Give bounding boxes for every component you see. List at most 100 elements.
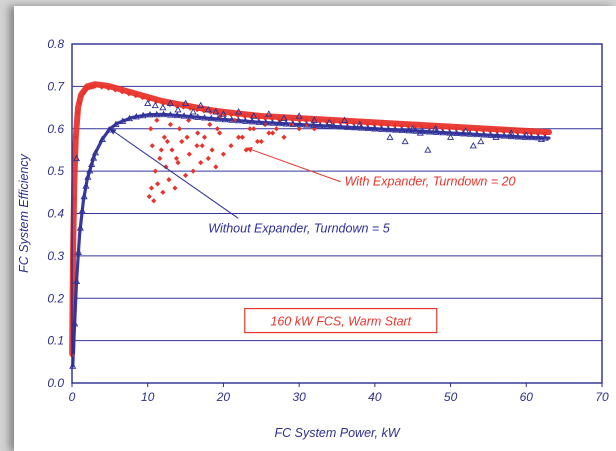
scatter-point [182, 99, 190, 107]
scatter-point [164, 138, 170, 145]
data-points [69, 83, 549, 369]
scatter-point [199, 143, 205, 149]
curve-point [228, 116, 236, 123]
curve-point [173, 111, 181, 119]
scatter-point [386, 133, 394, 140]
scatter-point [204, 105, 212, 113]
scatter-point [201, 134, 208, 140]
y-tick-label: 0.5 [47, 164, 64, 178]
scatter-point [72, 154, 81, 162]
curve-point [398, 123, 405, 129]
curve-point [126, 91, 132, 97]
curve-point [337, 123, 345, 130]
curve-point [133, 93, 139, 99]
curve-point [187, 105, 193, 111]
curve-point [84, 173, 92, 180]
scatter-point [447, 133, 455, 140]
curve-point [405, 123, 411, 129]
curve-point [323, 119, 330, 125]
gridlines [72, 85, 602, 342]
scatter-point [169, 147, 175, 153]
scatter-point [235, 134, 242, 140]
scatter-point [149, 143, 155, 149]
scatter-point [371, 125, 379, 132]
scatter-point [182, 172, 189, 178]
curve-point [80, 192, 88, 200]
scatter-point [189, 108, 197, 115]
curve-point [351, 120, 357, 126]
curve-point [419, 124, 425, 130]
curve-point [528, 130, 534, 136]
scatter-point [172, 185, 178, 191]
curve-point [337, 119, 343, 126]
scatter-point [522, 131, 530, 138]
curve-point [78, 207, 86, 214]
curve-point [99, 84, 105, 90]
curve-point [385, 122, 391, 128]
scatter-point [212, 108, 220, 115]
curve-point [330, 122, 338, 130]
scatter-point [219, 110, 227, 117]
scatter-point [175, 160, 181, 166]
x-tick-label: 30 [292, 390, 306, 404]
scatter-point [273, 126, 280, 132]
y-tick-label: 0.6 [47, 122, 64, 136]
scatter-point [235, 108, 243, 115]
scatter-point [250, 112, 258, 119]
curve-point [309, 121, 318, 129]
curve-point [76, 224, 84, 231]
curve-point [528, 133, 536, 141]
scatter-point [160, 189, 166, 195]
curve-point [73, 134, 79, 140]
curve-point [241, 117, 249, 124]
curve-point [200, 114, 209, 121]
curve-point [425, 128, 433, 135]
note-text: 160 kW FCS, Warm Start [270, 315, 411, 329]
curve-point [432, 128, 440, 135]
chart-figure: 0.0 0.1 0.2 0.3 0.4 0.5 0.6 0.7 0.8 0 10 20 30 40 50 60… [14, 6, 616, 451]
scatter-point [194, 143, 200, 149]
curve-point [466, 130, 474, 137]
curve-point [194, 106, 200, 113]
curve-point [500, 132, 508, 139]
y-axis-title: FC System Efficiency [17, 153, 31, 273]
scatter-point [537, 135, 545, 143]
scatter-point [228, 143, 234, 149]
curve-point [317, 118, 323, 124]
scatter-point [254, 138, 261, 145]
scatter-point [213, 164, 219, 170]
scatter-point [148, 185, 155, 191]
curve-point [289, 120, 297, 127]
curve-point [125, 114, 134, 122]
y-tick-label: 0.0 [47, 376, 64, 390]
scatter-point [157, 155, 163, 162]
curve-point [350, 123, 358, 131]
x-tick-label: 70 [595, 390, 609, 404]
curve-point [146, 96, 152, 103]
curve-point [228, 112, 234, 118]
curve-point [480, 131, 488, 138]
curve-point [82, 182, 90, 189]
curve-point [289, 117, 296, 123]
curve-point [446, 125, 452, 132]
curve-point [439, 125, 445, 131]
y-tick-label: 0.7 [47, 79, 65, 93]
curve-point [426, 124, 432, 131]
scatter-point [220, 151, 227, 157]
scatter-point [166, 99, 174, 107]
curve-point [344, 123, 352, 130]
curve-point [160, 110, 168, 118]
curve-point [187, 112, 195, 120]
curve-point [296, 120, 304, 128]
curve-point [303, 121, 311, 128]
scatter-point [296, 126, 302, 132]
scatter-point [409, 125, 417, 132]
plot-area-border [71, 43, 603, 384]
scatter-point [167, 121, 174, 128]
curve-point [494, 128, 500, 134]
curve-point [86, 166, 94, 174]
curve-point [235, 116, 243, 124]
scatter-point [492, 133, 500, 140]
curve-point [269, 119, 277, 126]
curve-point [453, 126, 459, 132]
